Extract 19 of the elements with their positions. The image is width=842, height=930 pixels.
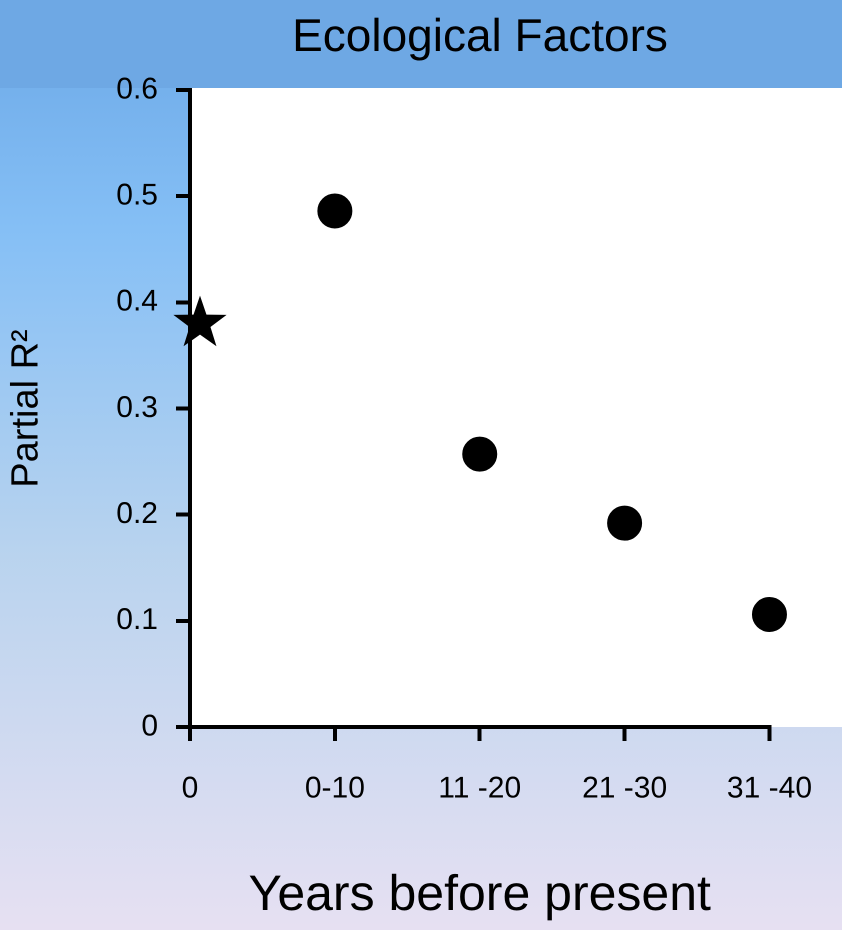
x-tick-label: 31 -40 (726, 771, 812, 804)
x-tick-label: 21 -30 (582, 771, 668, 804)
point (752, 596, 787, 632)
y-tick-label: 0.6 (116, 72, 158, 106)
x-tick-label: 11 -20 (438, 771, 522, 804)
y-axis-title: Partial R² (4, 329, 46, 488)
chart-title: Ecological Factors (291, 8, 669, 62)
y-tick-label: 0 (141, 709, 158, 742)
y-tick-label: 0.3 (116, 390, 158, 424)
x-axis-title: Years before present (248, 864, 712, 921)
y-tick-label: 0.1 (116, 603, 158, 636)
point (462, 436, 498, 472)
y-tick-label: 0.4 (116, 284, 158, 318)
y-tick-label: 0.5 (116, 178, 158, 212)
point (607, 506, 642, 541)
point (317, 194, 352, 229)
x-tick-label: 0-10 (304, 771, 365, 804)
y-tick-label: 0.2 (116, 496, 158, 530)
x-tick-label: 0 (182, 771, 198, 804)
